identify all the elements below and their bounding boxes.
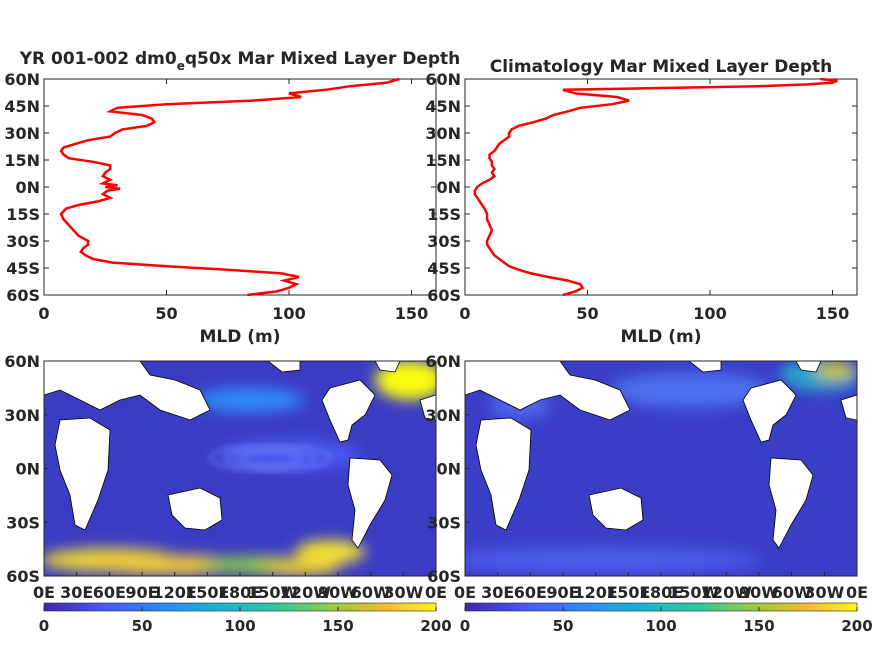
lon-tick-label: 0E bbox=[454, 583, 476, 602]
lat-tick-label: 60S bbox=[6, 567, 40, 586]
lon-tick-label: 150W bbox=[247, 583, 298, 602]
lon-tick-label: 60W bbox=[351, 583, 391, 602]
colorbar-tick-label: 50 bbox=[132, 617, 153, 635]
profile-plot-climatology: Climatology Mar Mixed Layer Depth 0 50 100… bbox=[425, 57, 858, 347]
lat-tick-label: 60N bbox=[4, 352, 40, 371]
colorbar-tick-label: 100 bbox=[224, 617, 255, 635]
colorbar: 0 50 100 150 200 bbox=[460, 602, 873, 635]
lon-tick-label: 30E bbox=[481, 583, 514, 602]
x-tick-label: 100 bbox=[693, 304, 726, 323]
plot-frame bbox=[464, 78, 858, 296]
x-tick-label: 0 bbox=[459, 304, 470, 323]
colorbar-tick-label: 150 bbox=[743, 617, 774, 635]
lat-tick-label: 30S bbox=[427, 513, 461, 532]
colorbar-tick-label: 50 bbox=[553, 617, 574, 635]
lon-tick-label: 150E bbox=[185, 583, 229, 602]
x-tick-label: 100 bbox=[272, 304, 305, 323]
lon-tick-label: 60E bbox=[514, 583, 547, 602]
lon-tick-label: 90W bbox=[318, 583, 358, 602]
mld-profile-line bbox=[473, 77, 838, 297]
x-tick-label: 0 bbox=[38, 304, 49, 323]
plot-title: Climatology Mar Mixed Layer Depth bbox=[490, 57, 833, 77]
y-tick-label: 45S bbox=[6, 259, 40, 278]
y-tick-label: 15S bbox=[6, 205, 40, 224]
lon-tick-label: 0E bbox=[846, 583, 868, 602]
plot-frame bbox=[43, 78, 437, 296]
lon-tick-label: 90E bbox=[125, 583, 158, 602]
colorbar: 0 50 100 150 200 bbox=[39, 602, 452, 635]
colorbar-tick-label: 0 bbox=[39, 617, 49, 635]
map-model: 0E 30E 60E 90E120E150E180E150W120W90W60W30W… bbox=[4, 352, 451, 635]
lon-tick-label: 0E bbox=[33, 583, 55, 602]
y-tick-label: 45N bbox=[4, 97, 40, 116]
profile-plot-model: YR 001-002 dm0eq50x Mar Mixed Layer Dept… bbox=[4, 49, 460, 347]
lon-tick-label: 30W bbox=[804, 583, 844, 602]
lon-tick-label: 180E bbox=[639, 583, 683, 602]
colorbar-tick-label: 100 bbox=[645, 617, 676, 635]
map-climatology: 0E 30E 60E 90E120E150E180E150W120W90W60W30W… bbox=[425, 352, 872, 635]
x-axis-label: MLD (m) bbox=[199, 327, 280, 347]
lon-tick-label: 180E bbox=[218, 583, 262, 602]
x-tick-label: 50 bbox=[576, 304, 598, 323]
lon-tick-label: 60W bbox=[772, 583, 812, 602]
lon-tick-label: 150W bbox=[668, 583, 719, 602]
lat-tick-label: 60N bbox=[425, 352, 461, 371]
lat-tick-label: 0N bbox=[436, 460, 461, 479]
lat-tick-label: 60S bbox=[427, 567, 461, 586]
y-tick-label: 60S bbox=[6, 286, 40, 305]
y-tick-label: 45N bbox=[425, 97, 461, 116]
y-tick-label: 30N bbox=[425, 124, 461, 143]
y-tick-label: 60S bbox=[427, 286, 461, 305]
lon-tick-label: 90W bbox=[739, 583, 779, 602]
y-tick-label: 15N bbox=[4, 151, 40, 170]
y-tick-label: 30S bbox=[6, 232, 40, 251]
colorbar-tick-label: 200 bbox=[420, 617, 451, 635]
lon-tick-label: 150E bbox=[606, 583, 650, 602]
lon-tick-label: 30W bbox=[383, 583, 423, 602]
lon-tick-label: 30E bbox=[60, 583, 93, 602]
x-tick-label: 150 bbox=[816, 304, 849, 323]
y-tick-label: 60N bbox=[425, 70, 461, 89]
y-tick-label: 45S bbox=[427, 259, 461, 278]
y-tick-label: 15N bbox=[425, 151, 461, 170]
lat-tick-label: 30N bbox=[425, 406, 461, 425]
lon-tick-label: 120W bbox=[280, 583, 331, 602]
y-tick-label: 30S bbox=[427, 232, 461, 251]
mld-profile-line bbox=[59, 77, 400, 297]
colorbar-tick-label: 200 bbox=[841, 617, 872, 635]
y-tick-label: 60N bbox=[4, 70, 40, 89]
y-tick-label: 15S bbox=[427, 205, 461, 224]
lon-tick-label: 120E bbox=[574, 583, 618, 602]
lat-tick-label: 0N bbox=[15, 460, 40, 479]
x-tick-label: 150 bbox=[395, 304, 428, 323]
x-tick-label: 50 bbox=[155, 304, 177, 323]
colorbar-tick-label: 150 bbox=[322, 617, 353, 635]
y-tick-label: 0N bbox=[436, 178, 461, 197]
lat-tick-label: 30N bbox=[4, 406, 40, 425]
lat-tick-label: 30S bbox=[6, 513, 40, 532]
lon-tick-label: 60E bbox=[93, 583, 126, 602]
lon-tick-label: 120W bbox=[701, 583, 752, 602]
lon-tick-label: 120E bbox=[153, 583, 197, 602]
y-tick-label: 30N bbox=[4, 124, 40, 143]
colorbar-tick-label: 0 bbox=[460, 617, 470, 635]
lon-tick-label: 90E bbox=[546, 583, 579, 602]
y-tick-label: 0N bbox=[15, 178, 40, 197]
plot-title: YR 001-002 dm0eq50x Mar Mixed Layer Dept… bbox=[19, 49, 461, 73]
lon-tick-label: 0E bbox=[425, 583, 447, 602]
x-axis-label: MLD (m) bbox=[620, 327, 701, 347]
